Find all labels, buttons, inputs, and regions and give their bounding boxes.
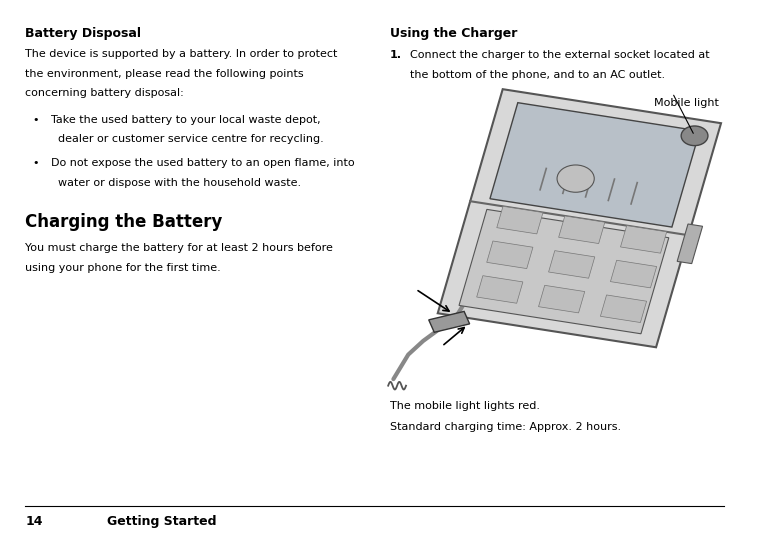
Polygon shape [621,225,667,253]
Text: The mobile light lights red.: The mobile light lights red. [389,401,540,411]
Polygon shape [437,89,721,347]
Polygon shape [476,276,523,303]
Polygon shape [549,251,595,278]
Polygon shape [429,311,469,332]
Polygon shape [611,260,657,288]
Polygon shape [538,285,585,313]
Text: Standard charging time: Approx. 2 hours.: Standard charging time: Approx. 2 hours. [389,422,621,431]
Text: using your phone for the first time.: using your phone for the first time. [25,263,221,273]
Text: 1.: 1. [389,50,402,60]
Polygon shape [497,206,543,234]
Polygon shape [486,241,533,268]
Text: Do not expose the used battery to an open flame, into: Do not expose the used battery to an ope… [51,158,355,168]
Polygon shape [678,224,702,263]
Polygon shape [601,295,646,322]
Text: concerning battery disposal:: concerning battery disposal: [25,88,184,99]
Text: the environment, please read the following points: the environment, please read the followi… [25,69,304,79]
Polygon shape [490,102,700,227]
Text: Charging the Battery: Charging the Battery [25,213,222,231]
Text: The device is supported by a battery. In order to protect: The device is supported by a battery. In… [25,49,337,59]
Text: Using the Charger: Using the Charger [389,28,517,40]
Text: dealer or customer service centre for recycling.: dealer or customer service centre for re… [51,134,324,144]
Text: Take the used battery to your local waste depot,: Take the used battery to your local wast… [51,115,321,125]
Text: •: • [33,158,39,168]
Text: 14: 14 [25,516,43,528]
Text: water or dispose with the household waste.: water or dispose with the household wast… [51,178,301,188]
Text: You must charge the battery for at least 2 hours before: You must charge the battery for at least… [25,244,333,253]
Text: Mobile light: Mobile light [653,98,719,108]
Text: Battery Disposal: Battery Disposal [25,28,141,40]
Text: Connect the charger to the external socket located at: Connect the charger to the external sock… [410,50,710,60]
Polygon shape [559,216,605,244]
Text: the bottom of the phone, and to an AC outlet.: the bottom of the phone, and to an AC ou… [410,70,666,80]
Polygon shape [459,209,669,334]
Text: Getting Started: Getting Started [107,516,217,528]
Circle shape [681,126,708,145]
Text: •: • [33,115,39,125]
Circle shape [557,165,594,192]
